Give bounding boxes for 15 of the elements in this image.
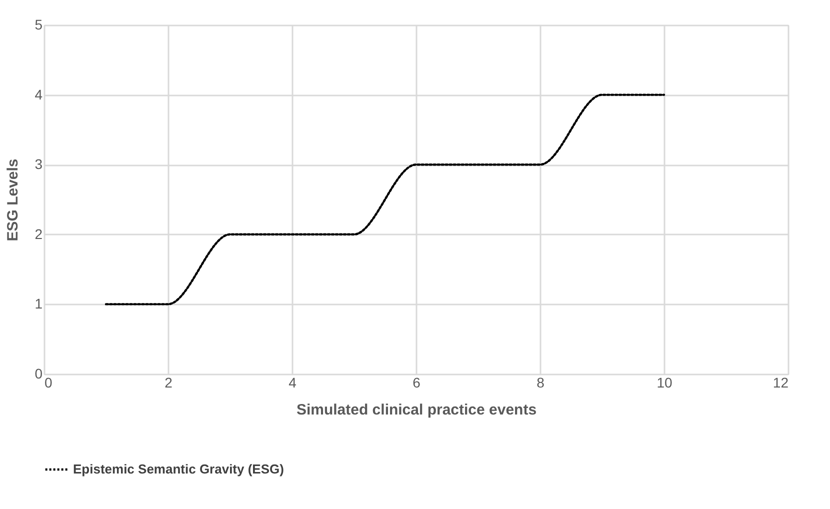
x-tick-label: 8 (536, 374, 545, 390)
legend-label: Epistemic Semantic Gravity (ESG) (73, 462, 284, 476)
y-tick-label: 2 (34, 226, 43, 242)
x-tick-label: 12 (772, 374, 789, 390)
y-axis-title: ESG Levels (4, 158, 22, 242)
y-tick-label: 1 (34, 296, 43, 312)
y-tick-label: 5 (34, 16, 43, 32)
x-tick-label: 10 (656, 374, 672, 390)
x-tick-label: 2 (164, 374, 173, 390)
x-tick-label: 4 (288, 374, 297, 390)
y-tick-label: 4 (34, 86, 43, 102)
x-axis-title: Simulated clinical practice events (296, 402, 537, 418)
y-tick-label: 3 (34, 156, 43, 172)
line-series (104, 94, 666, 306)
x-tick-label: 6 (412, 374, 421, 390)
